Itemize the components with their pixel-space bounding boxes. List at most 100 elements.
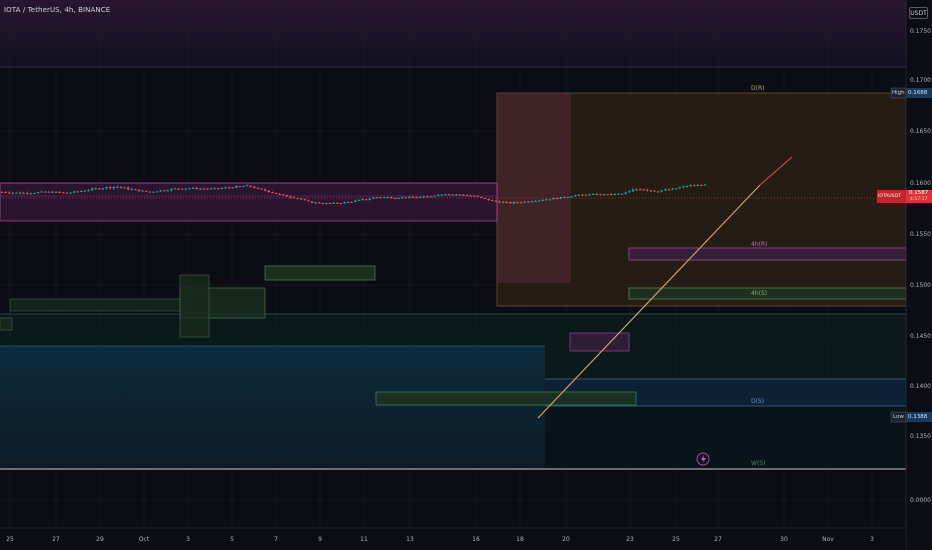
candle bbox=[646, 189, 649, 191]
candle bbox=[465, 195, 469, 197]
4h-resistance-left-zone bbox=[0, 182, 498, 222]
candle bbox=[487, 198, 490, 201]
candle bbox=[58, 191, 61, 193]
candle bbox=[505, 202, 508, 204]
candle bbox=[364, 199, 368, 201]
candle bbox=[534, 201, 537, 203]
time-scale[interactable]: 25 27 29 Oct 3 5 7 9 11 13 16 18 20 23 25 27 30 Nov 3 bbox=[6, 536, 874, 543]
candle bbox=[8, 192, 11, 194]
candle bbox=[112, 186, 115, 189]
candle bbox=[0, 191, 4, 193]
green-box-1 bbox=[264, 265, 376, 281]
candle bbox=[397, 197, 400, 199]
candle bbox=[382, 197, 386, 199]
candle bbox=[498, 201, 501, 203]
candle bbox=[559, 196, 562, 199]
candle bbox=[552, 198, 555, 200]
price-tick-label: 0.1350 bbox=[910, 433, 931, 440]
candle bbox=[18, 192, 22, 194]
time-tick-label: 27 bbox=[52, 536, 60, 543]
candle bbox=[480, 196, 483, 198]
candle bbox=[231, 187, 234, 189]
candle bbox=[411, 196, 415, 198]
candle bbox=[577, 194, 581, 196]
candle bbox=[267, 190, 270, 193]
small-resistance-box bbox=[569, 332, 630, 352]
candle bbox=[148, 191, 152, 193]
candle bbox=[638, 189, 642, 191]
candle bbox=[202, 188, 206, 190]
candle bbox=[51, 191, 54, 193]
price-scale[interactable]: 0.1750 0.1700 0.1650 0.1600 0.1550 0.1500 0.14… bbox=[910, 28, 931, 504]
candle bbox=[696, 184, 699, 186]
candle bbox=[227, 187, 231, 189]
candle bbox=[44, 191, 47, 193]
candle bbox=[433, 195, 436, 197]
price-tick-label: 0.1550 bbox=[910, 231, 931, 238]
price-tick-label: 0.1450 bbox=[910, 333, 931, 340]
candle bbox=[408, 196, 411, 198]
candle bbox=[155, 191, 159, 193]
candle bbox=[620, 193, 624, 195]
candle bbox=[404, 197, 407, 199]
candle bbox=[386, 197, 389, 199]
candle bbox=[703, 184, 707, 186]
4h-resistance-zone[interactable] bbox=[628, 247, 907, 261]
candle bbox=[667, 189, 671, 191]
candle bbox=[628, 191, 631, 193]
candle bbox=[537, 200, 541, 202]
candle bbox=[350, 201, 353, 203]
candle bbox=[483, 197, 487, 199]
candle bbox=[300, 198, 303, 200]
green-box-4 bbox=[0, 317, 13, 331]
currency-button[interactable]: USDT bbox=[909, 7, 928, 19]
candle bbox=[263, 189, 267, 191]
candle bbox=[69, 192, 72, 194]
candle bbox=[455, 194, 458, 196]
candle bbox=[253, 186, 256, 188]
candle bbox=[217, 188, 220, 190]
candle bbox=[260, 188, 263, 190]
candle bbox=[163, 190, 166, 192]
time-tick-label: 27 bbox=[714, 536, 722, 543]
time-tick-label: 5 bbox=[230, 536, 234, 543]
zone-label-daily-resistance: D(R) bbox=[751, 85, 765, 92]
candle bbox=[191, 187, 195, 189]
candle bbox=[415, 197, 418, 199]
time-tick-label: Oct bbox=[139, 536, 150, 543]
candle bbox=[523, 201, 526, 203]
candle bbox=[437, 194, 440, 196]
candle bbox=[296, 198, 299, 200]
candle bbox=[26, 192, 29, 194]
candle bbox=[678, 187, 681, 189]
price-tick-label: 0.1500 bbox=[910, 282, 931, 289]
price-tick-label: 0.1750 bbox=[910, 28, 931, 35]
high-value: 0.1688 bbox=[908, 90, 928, 96]
4h-support-zone[interactable] bbox=[628, 287, 907, 300]
candle bbox=[36, 192, 40, 194]
time-tick-label: 25 bbox=[6, 536, 14, 543]
candle bbox=[444, 194, 447, 196]
candle bbox=[339, 203, 343, 205]
symbol-header[interactable]: IOTA / TetherUS, 4h, BINANCE bbox=[4, 6, 111, 14]
candle bbox=[602, 194, 606, 196]
candle bbox=[238, 186, 242, 188]
candle bbox=[177, 188, 180, 190]
candle bbox=[303, 199, 307, 201]
zone-label-weekly-support: W(S) bbox=[751, 460, 766, 467]
candle bbox=[105, 187, 108, 189]
candle bbox=[152, 191, 155, 193]
green-box-3 bbox=[179, 274, 210, 338]
candle bbox=[426, 196, 429, 198]
candle bbox=[613, 193, 617, 195]
candle bbox=[321, 203, 325, 205]
candle bbox=[653, 190, 656, 192]
time-tick-label: 11 bbox=[360, 536, 368, 543]
candle bbox=[29, 193, 33, 195]
candle bbox=[581, 194, 584, 196]
price-tick-label: 0.1700 bbox=[910, 77, 931, 84]
uptrend-line[interactable] bbox=[537, 184, 761, 419]
low-label: Low bbox=[893, 414, 904, 420]
